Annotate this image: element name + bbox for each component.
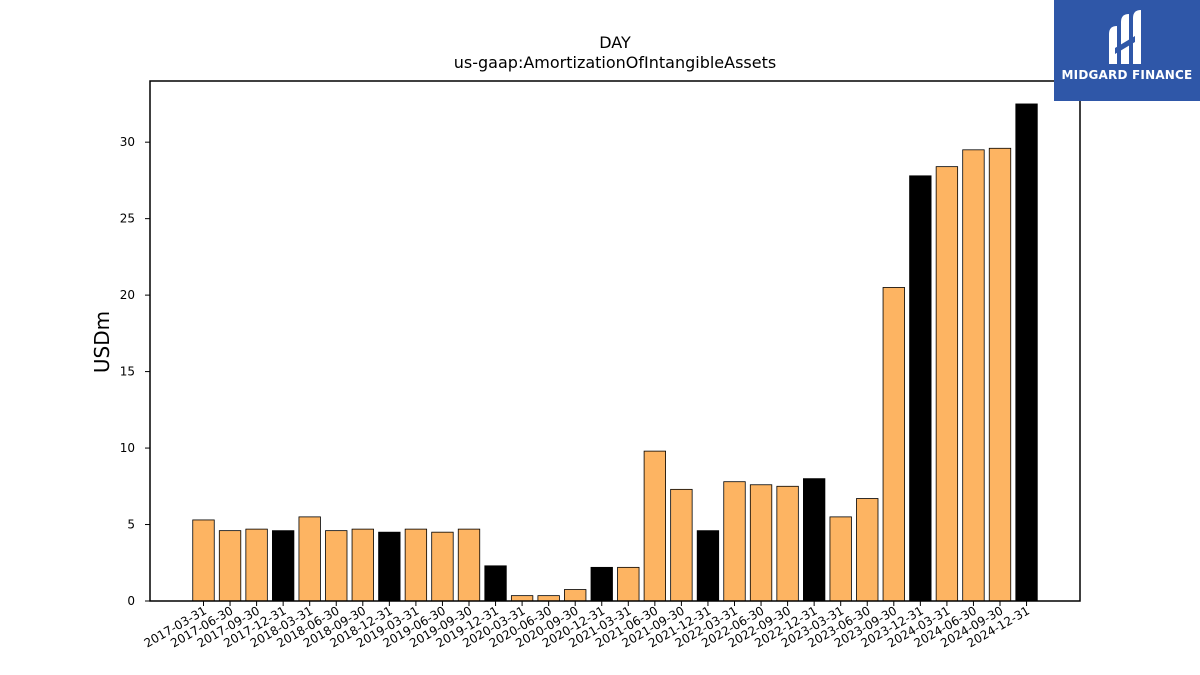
y-axis-label: USDm [90, 311, 114, 373]
bar-2021-06-30 [643, 450, 666, 602]
y-tick-label: 15 [120, 365, 135, 379]
bar-2018-12-31 [378, 531, 401, 602]
bar-2018-09-30 [351, 528, 374, 602]
bar-2017-06-30 [218, 530, 242, 602]
bar-2023-03-31 [829, 516, 852, 602]
bar-2019-09-30 [457, 528, 481, 602]
bar-2024-06-30 [962, 149, 985, 602]
bar-2022-06-30 [749, 484, 773, 602]
bar-2020-12-31 [590, 566, 613, 602]
bar-2019-03-31 [404, 528, 428, 602]
brand-name: MIDGARD FINANCE [1061, 68, 1193, 82]
bar-2020-09-30 [564, 589, 587, 602]
bar-2019-06-30 [431, 531, 454, 602]
brand-logo: MIDGARD FINANCE [1054, 0, 1200, 101]
bar-2020-06-30 [537, 595, 560, 602]
x-axis-ticks: 2017-03-312017-06-302017-09-302017-12-31… [142, 601, 1032, 650]
bar-2021-03-31 [617, 566, 640, 602]
plot-frame [149, 80, 1081, 602]
chart-title: DAY [599, 33, 631, 52]
bar-2018-06-30 [325, 530, 348, 602]
bar-2017-09-30 [245, 528, 268, 602]
bar-2017-03-31 [192, 519, 215, 602]
y-tick-label: 5 [127, 518, 135, 532]
bar-2024-03-31 [935, 166, 959, 602]
y-tick-label: 30 [120, 135, 135, 149]
bar-2024-09-30 [988, 147, 1012, 602]
y-tick-label: 0 [127, 594, 135, 608]
bar-2018-03-31 [298, 516, 321, 602]
bar-2023-12-31 [909, 175, 932, 602]
chart-subtitle: us-gaap:AmortizationOfIntangibleAssets [454, 53, 776, 72]
bar-2024-12-31 [1015, 103, 1038, 602]
y-tick-label: 20 [120, 288, 135, 302]
y-axis-ticks: 0 5 10 15 20 25 30 [120, 135, 150, 608]
bar-2019-12-31 [484, 565, 507, 602]
midgard-logo-icon [1109, 10, 1141, 64]
bar-2017-12-31 [271, 530, 295, 602]
bar-2022-03-31 [723, 481, 746, 602]
bar-2023-09-30 [882, 287, 905, 602]
y-tick-label: 25 [120, 212, 135, 226]
bar-2021-09-30 [670, 488, 693, 602]
bar-2023-06-30 [856, 498, 879, 602]
bar-2022-09-30 [776, 485, 799, 602]
bar-2020-03-31 [510, 595, 534, 602]
bar-2021-12-31 [696, 530, 720, 602]
y-tick-label: 10 [120, 441, 135, 455]
bars-group [192, 103, 1038, 602]
bar-2022-12-31 [803, 478, 826, 602]
